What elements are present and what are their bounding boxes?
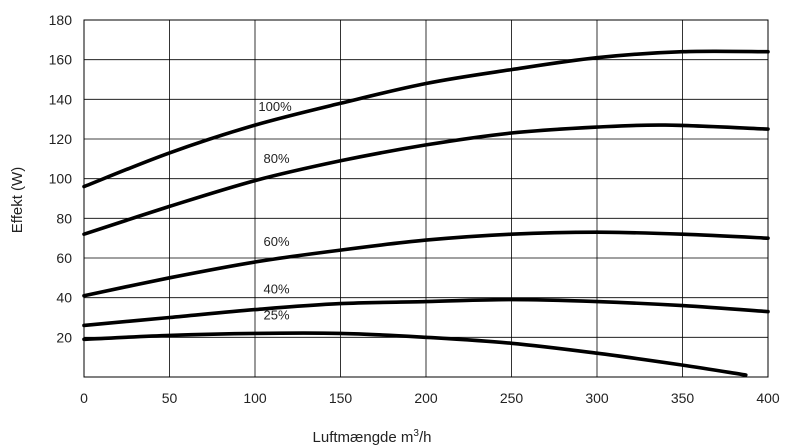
x-tick-label: 0 (80, 390, 88, 406)
series-line-40-percent (82, 297, 770, 328)
x-tick-label: 150 (329, 390, 353, 406)
x-tick-label: 50 (162, 390, 178, 406)
y-tick-label: 100 (49, 171, 73, 187)
x-tick-label: 350 (671, 390, 695, 406)
x-tick-label: 100 (243, 390, 267, 406)
series-line-80-percent (82, 123, 770, 236)
series-label-80-percent: 80% (264, 151, 290, 166)
y-tick-label: 140 (49, 91, 73, 107)
x-tick-label: 300 (585, 390, 609, 406)
series-line-100-percent (82, 49, 770, 189)
x-axis-label-superscript: 3 (413, 428, 419, 439)
y-tick-label: 20 (56, 329, 72, 345)
series-labels: 100% 80% 60% 40% 25% (258, 99, 292, 322)
plot-area (83, 19, 769, 378)
y-tick-label: 60 (56, 250, 72, 266)
series-line-60-percent (82, 230, 770, 298)
y-tick-label: 120 (49, 131, 73, 147)
y-tick-label: 160 (49, 52, 73, 68)
x-axis-label: Luftmængde m3/h (313, 428, 432, 446)
series-label-40-percent: 40% (264, 282, 290, 297)
y-axis-ticks: 20 40 60 80 100 120 140 160 180 (49, 12, 73, 345)
y-axis-label: Effekt (W) (9, 167, 26, 233)
x-tick-label: 200 (414, 390, 438, 406)
y-tick-label: 40 (56, 290, 72, 306)
series-lines (82, 49, 770, 377)
y-tick-label: 180 (49, 12, 73, 28)
x-axis-label-tail: /h (419, 429, 432, 446)
x-axis-label-main: Luftmængde m (313, 429, 414, 446)
x-tick-label: 400 (756, 390, 780, 406)
series-label-60-percent: 60% (264, 234, 290, 249)
y-tick-label: 80 (56, 210, 72, 226)
series-line-25-percent (82, 331, 748, 377)
x-tick-label: 250 (500, 390, 524, 406)
series-label-25-percent: 25% (264, 307, 290, 322)
series-label-100-percent: 100% (258, 99, 292, 114)
grid (83, 19, 769, 377)
x-axis-ticks: 0 50 100 150 200 250 300 350 400 (80, 390, 780, 406)
